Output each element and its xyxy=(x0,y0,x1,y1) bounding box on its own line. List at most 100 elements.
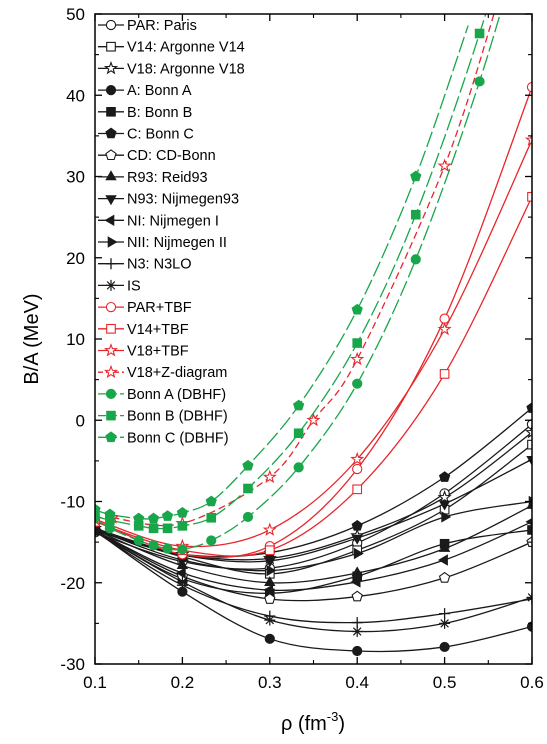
data-point-19-1 xyxy=(104,508,116,520)
x-tick-label: 0.4 xyxy=(345,673,369,692)
data-point-6-2 xyxy=(264,593,276,604)
legend-label-4: B: Bonn B xyxy=(127,105,192,121)
data-point-9-1 xyxy=(175,567,186,579)
y-tick-label: 30 xyxy=(66,168,85,187)
data-point-16-2 xyxy=(262,469,277,484)
data-point-17-10 xyxy=(410,254,421,265)
data-point-10-2 xyxy=(266,564,277,577)
x-tick-label: 0.1 xyxy=(83,673,107,692)
data-point-9-2 xyxy=(263,584,274,596)
data-point-14-3 xyxy=(352,484,363,495)
data-point-6-3 xyxy=(351,590,363,602)
data-point-17-3 xyxy=(148,540,159,551)
data-point-9-4 xyxy=(438,554,448,566)
legend-marker-1 xyxy=(106,41,116,52)
data-point-14-5 xyxy=(527,191,532,202)
data-point-4-5 xyxy=(527,525,532,535)
y-tick-label: -10 xyxy=(60,493,85,512)
data-point-18-4 xyxy=(162,523,173,534)
legend-label-14: V14+TBF xyxy=(127,322,189,338)
series-line-10 xyxy=(95,500,532,572)
y-tick-label: 40 xyxy=(66,86,85,105)
data-point-19-2 xyxy=(133,512,145,524)
series-line-8 xyxy=(95,458,532,563)
series-line-1 xyxy=(95,444,532,575)
data-point-15-5 xyxy=(524,132,532,146)
data-point-3-4 xyxy=(439,641,450,653)
legend-label-11: N3: N3LO xyxy=(127,257,191,273)
y-tick-label: -30 xyxy=(60,655,85,674)
data-point-9-3 xyxy=(350,576,361,588)
series-line-9 xyxy=(95,521,532,591)
data-point-12-2 xyxy=(264,614,276,626)
data-point-2-4 xyxy=(437,490,452,504)
legend-label-19: Bonn C (DBHF) xyxy=(127,430,229,446)
data-point-7-2 xyxy=(264,576,276,587)
data-point-17-5 xyxy=(177,544,188,555)
series-line-2 xyxy=(95,431,532,561)
y-tick-label: -20 xyxy=(60,574,85,593)
legend-label-15: V18+TBF xyxy=(127,344,189,360)
data-point-5-4 xyxy=(438,471,451,482)
legend-label-5: C: Bonn C xyxy=(127,127,194,143)
legend-marker-8 xyxy=(105,195,117,206)
data-point-8-4 xyxy=(438,500,451,511)
data-point-18-8 xyxy=(293,428,304,439)
legend-label-2: V18: Argonne V18 xyxy=(127,61,245,77)
data-point-2-5 xyxy=(524,425,532,439)
x-axis-title: ρ (fm-3) xyxy=(281,709,345,735)
x-tick-label: 0.2 xyxy=(171,673,195,692)
data-point-17-7 xyxy=(242,511,254,523)
legend-label-1: V14: Argonne V14 xyxy=(127,40,245,56)
y-tick-label: 50 xyxy=(66,5,85,24)
legend-marker-11 xyxy=(105,258,117,270)
data-point-15-4 xyxy=(437,321,452,336)
data-point-15-3 xyxy=(350,451,365,466)
data-point-17-11 xyxy=(474,76,485,87)
data-point-18-5 xyxy=(177,521,188,531)
data-point-18-10 xyxy=(410,209,421,220)
data-point-8-2 xyxy=(264,557,276,568)
data-point-3-2 xyxy=(264,633,275,644)
data-point-18-6 xyxy=(206,512,217,523)
data-point-7-4 xyxy=(438,542,451,552)
legend-marker-19 xyxy=(105,431,117,443)
series-line-0 xyxy=(95,423,532,570)
legend-marker-0 xyxy=(105,19,117,31)
series-line-12 xyxy=(95,530,532,633)
legend-label-10: NII: Nijmegen II xyxy=(127,235,227,251)
data-point-12-4 xyxy=(439,617,451,629)
data-point-5-5 xyxy=(526,402,532,413)
data-point-9-5 xyxy=(525,517,532,526)
data-point-11-4 xyxy=(439,608,451,620)
legend-marker-4 xyxy=(106,107,116,117)
data-point-17-6 xyxy=(206,535,217,546)
legend-marker-18 xyxy=(106,410,116,421)
data-point-17-4 xyxy=(162,543,173,554)
data-point-1-5 xyxy=(527,439,532,450)
x-tick-label: 0.3 xyxy=(258,673,282,692)
y-tick-label: 10 xyxy=(66,330,85,349)
data-point-12-1 xyxy=(176,576,188,588)
series-line-6 xyxy=(95,530,532,602)
data-point-6-4 xyxy=(438,571,451,583)
y-axis-title: B/A (MeV) xyxy=(21,293,43,384)
data-point-19-4 xyxy=(161,510,174,521)
legend-marker-9 xyxy=(104,214,115,227)
data-point-10-3 xyxy=(353,547,364,560)
legend-label-7: R93: Reid93 xyxy=(127,170,208,186)
legend-label-9: NI: Nijmegen I xyxy=(127,213,219,229)
x-tick-label: 0.5 xyxy=(433,673,457,692)
data-point-18-9 xyxy=(352,338,362,348)
data-point-16-5 xyxy=(437,158,452,172)
data-point-13-3 xyxy=(352,463,363,475)
data-point-19-0 xyxy=(95,503,101,515)
data-point-5-3 xyxy=(351,519,363,531)
legend-label-0: PAR: Paris xyxy=(127,18,197,34)
legend-marker-7 xyxy=(105,170,117,181)
data-point-11-5 xyxy=(526,593,532,605)
series-line-16 xyxy=(112,14,495,527)
legend-label-6: CD: CD-Bonn xyxy=(127,148,216,164)
legend-marker-15 xyxy=(103,343,119,357)
